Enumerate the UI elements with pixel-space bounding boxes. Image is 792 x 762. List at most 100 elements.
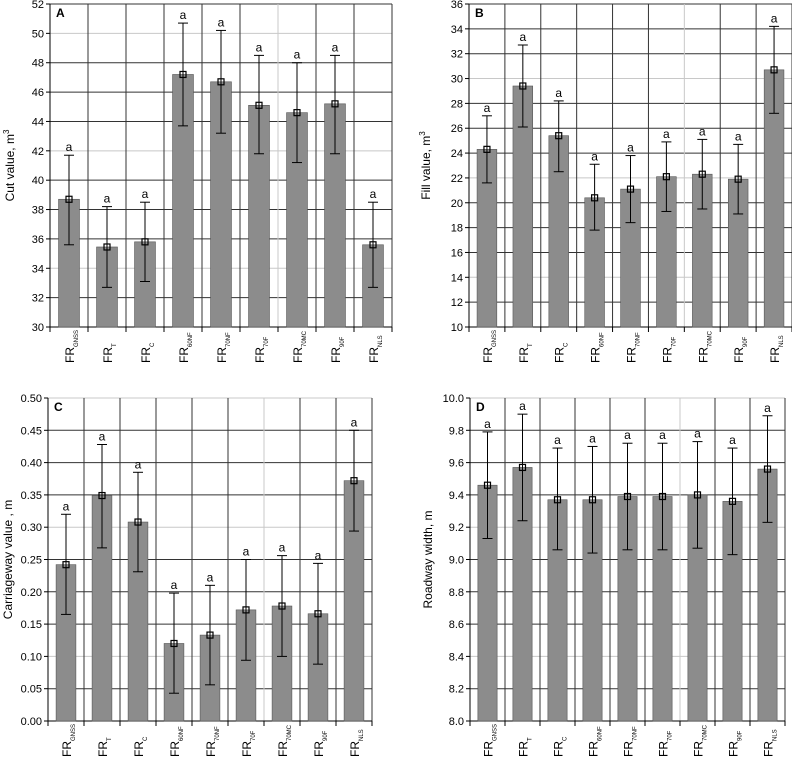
y-tick-label: 16 xyxy=(451,247,463,259)
y-tick-label: 9.0 xyxy=(449,555,464,567)
y-tick-label: 0.30 xyxy=(21,522,42,534)
mean-marker xyxy=(770,66,778,74)
x-tick-label: FRC xyxy=(552,736,569,757)
y-tick-label: 36 xyxy=(451,0,463,11)
mean-marker xyxy=(518,463,527,472)
mean-marker xyxy=(242,606,250,614)
y-tick-label: 8.0 xyxy=(449,716,464,728)
y-tick-label: 9.8 xyxy=(449,425,464,437)
group-label: a xyxy=(243,545,250,559)
group-label: a xyxy=(484,101,491,115)
x-tick-label: FR60NF xyxy=(589,332,606,363)
y-tick-label: 28 xyxy=(451,98,463,110)
group-label: a xyxy=(519,30,526,44)
group-label: a xyxy=(663,127,670,141)
group-label: a xyxy=(294,48,301,62)
x-tick-label: FRT xyxy=(517,737,534,757)
mean-marker xyxy=(98,491,106,500)
x-tick-label: FR70MC xyxy=(276,724,293,757)
group-label: a xyxy=(207,570,214,584)
mean-marker xyxy=(763,465,772,473)
mean-marker xyxy=(658,492,667,501)
y-tick-label: 32 xyxy=(32,293,44,305)
y-tick-label: 0.00 xyxy=(21,716,42,728)
y-tick-label: 20 xyxy=(451,198,463,210)
mean-marker xyxy=(103,243,111,251)
y-tick-label: 0.35 xyxy=(21,490,42,502)
x-tick-label: FRGNSS xyxy=(482,724,499,757)
x-tick-label: FRGNSS xyxy=(63,330,80,363)
y-axis-label: Roadway width, m xyxy=(421,510,435,608)
y-tick-label: 22 xyxy=(451,173,463,185)
group-label: a xyxy=(218,15,225,29)
mean-marker xyxy=(698,170,706,178)
y-tick-label: 34 xyxy=(451,24,463,36)
group-label: a xyxy=(104,192,111,206)
mean-marker xyxy=(555,132,563,140)
y-tick-label: 9.2 xyxy=(449,522,464,534)
y-tick-label: 32 xyxy=(451,49,463,61)
y-tick-label: 24 xyxy=(451,148,463,160)
mean-marker xyxy=(728,497,737,505)
x-tick-label: FRC xyxy=(139,342,156,363)
y-tick-label: 38 xyxy=(32,205,44,217)
x-tick-label: FR70NF xyxy=(625,332,642,363)
panel-label: B xyxy=(475,6,484,20)
mean-marker xyxy=(662,173,670,181)
y-axis-label: Carriageway value , m xyxy=(1,500,15,619)
group-label: a xyxy=(735,129,742,143)
y-tick-label: 8.4 xyxy=(449,651,464,663)
x-tick-label: FR70NF xyxy=(215,332,232,363)
group-label: a xyxy=(519,399,526,413)
x-tick-label: FR90F xyxy=(727,730,744,757)
x-tick-label: FR70F xyxy=(657,730,674,757)
y-tick-label: 8.6 xyxy=(449,619,464,631)
y-tick-label: 9.4 xyxy=(449,490,464,502)
mean-marker xyxy=(483,481,492,489)
mean-marker xyxy=(278,602,286,610)
y-tick-label: 8.2 xyxy=(449,684,464,696)
x-tick-label: FR70F xyxy=(253,336,270,363)
y-tick-label: 0.15 xyxy=(21,619,42,631)
group-label: a xyxy=(351,415,358,429)
y-tick-label: 48 xyxy=(32,58,44,70)
group-label: a xyxy=(484,417,491,431)
group-label: a xyxy=(589,431,596,445)
mean-marker xyxy=(553,496,562,504)
group-label: a xyxy=(135,457,142,471)
y-tick-label: 0.45 xyxy=(21,425,42,437)
panel-c: 0.00 0.05 0.10 0.15 0.20 0.25 0.30 0.35 0.40 0.45… xyxy=(1,393,373,757)
x-tick-label: FRC xyxy=(553,342,570,363)
mean-marker xyxy=(217,78,225,86)
group-label: a xyxy=(771,11,778,25)
y-tick-label: 0.20 xyxy=(21,587,42,599)
x-tick-label: FRT xyxy=(96,737,113,757)
mean-marker xyxy=(141,238,149,246)
y-tick-label: 10.0 xyxy=(443,393,464,405)
x-tick-label: FRNLS xyxy=(762,729,779,757)
mean-marker xyxy=(734,175,742,183)
group-label: a xyxy=(764,401,771,415)
mean-marker xyxy=(588,496,597,504)
y-tick-label: 42 xyxy=(32,146,44,158)
y-tick-label: 44 xyxy=(32,116,44,128)
x-tick-label: FR60NF xyxy=(177,332,194,363)
x-tick-label: FR70NF xyxy=(622,726,639,757)
mean-marker xyxy=(179,70,187,79)
mean-marker xyxy=(255,101,263,109)
y-tick-label: 36 xyxy=(32,234,44,246)
y-tick-label: 0.05 xyxy=(21,684,42,696)
y-tick-label: 26 xyxy=(451,123,463,135)
mean-marker xyxy=(623,492,632,501)
panel-b: 10 12 14 16 18 20 22 24 26 28 30 32 34 36 B Fill value,… xyxy=(418,0,792,363)
mean-marker xyxy=(331,100,339,108)
group-label: a xyxy=(627,141,634,155)
group-label: a xyxy=(659,428,666,442)
group-label: a xyxy=(99,430,106,444)
mean-marker xyxy=(314,610,322,618)
x-tick-label: FR70MC xyxy=(291,330,308,363)
mean-marker xyxy=(65,195,73,203)
panel-d: 8.0 8.2 8.4 8.6 8.8 9.0 9.2 9.4 9.6 9.8 10.0 D Roadw… xyxy=(421,393,786,757)
group-label: a xyxy=(171,578,178,592)
mean-marker xyxy=(170,639,178,648)
